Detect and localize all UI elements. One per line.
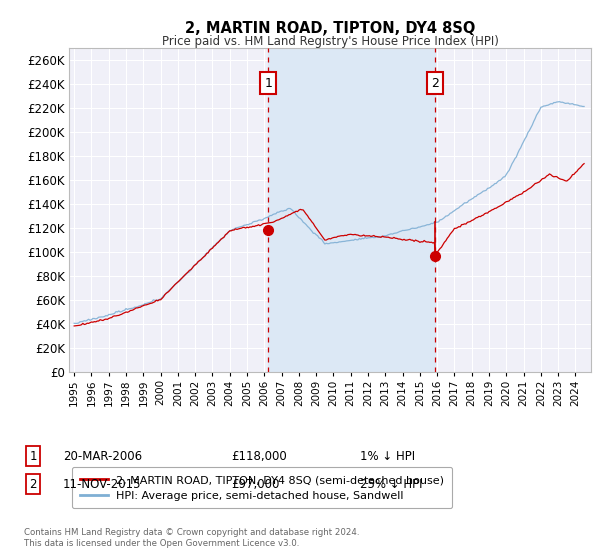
- Text: 11-NOV-2015: 11-NOV-2015: [63, 478, 142, 491]
- Text: 1: 1: [264, 77, 272, 90]
- Text: Contains HM Land Registry data © Crown copyright and database right 2024.
This d: Contains HM Land Registry data © Crown c…: [24, 528, 359, 548]
- Text: Price paid vs. HM Land Registry's House Price Index (HPI): Price paid vs. HM Land Registry's House …: [161, 35, 499, 48]
- Text: £97,000: £97,000: [231, 478, 280, 491]
- Text: 1% ↓ HPI: 1% ↓ HPI: [360, 450, 415, 463]
- Legend: 2, MARTIN ROAD, TIPTON, DY4 8SQ (semi-detached house), HPI: Average price, semi-: 2, MARTIN ROAD, TIPTON, DY4 8SQ (semi-de…: [72, 467, 452, 508]
- Bar: [268, 48, 435, 372]
- Text: 20-MAR-2006: 20-MAR-2006: [63, 450, 142, 463]
- Text: 2, MARTIN ROAD, TIPTON, DY4 8SQ: 2, MARTIN ROAD, TIPTON, DY4 8SQ: [185, 21, 475, 36]
- Text: 25% ↓ HPI: 25% ↓ HPI: [360, 478, 422, 491]
- Text: 2: 2: [431, 77, 439, 90]
- Text: 2: 2: [29, 478, 37, 491]
- Text: 1: 1: [29, 450, 37, 463]
- Text: £118,000: £118,000: [231, 450, 287, 463]
